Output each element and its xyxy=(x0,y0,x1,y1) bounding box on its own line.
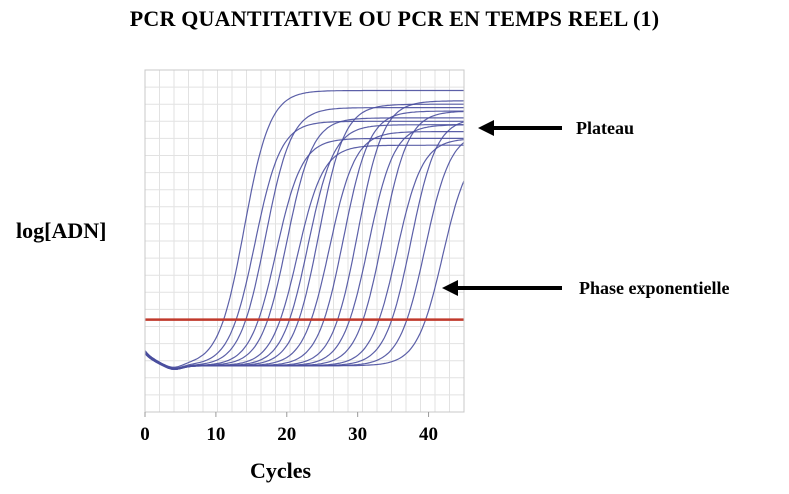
x-tick-label: 40 xyxy=(419,424,438,445)
x-tick-label: 0 xyxy=(140,424,150,445)
x-axis-label: Cycles xyxy=(250,458,312,483)
exponential-phase-label: Phase exponentielle xyxy=(579,278,730,298)
amplification-curve-s3 xyxy=(144,106,464,370)
plot-frame xyxy=(144,69,465,413)
amplification-curve-s17 xyxy=(144,180,465,371)
amplification-curve-s1 xyxy=(144,89,464,368)
plateau-arrow-head xyxy=(478,120,494,136)
y-axis-label: log[ADN] xyxy=(16,218,107,243)
annotation-arrows xyxy=(442,120,562,296)
amplification-curve-s2 xyxy=(144,120,464,369)
x-tick-label: 30 xyxy=(348,424,367,445)
amplification-curves xyxy=(144,89,465,371)
page-title: PCR QUANTITATIVE OU PCR EN TEMPS REEL (1… xyxy=(129,6,660,31)
x-tick-labels: 0 10 20 30 40 xyxy=(140,412,438,445)
x-tick-label: 10 xyxy=(206,424,225,445)
chart-axes xyxy=(144,69,465,413)
phase-arrow-head xyxy=(442,280,458,296)
plateau-label: Plateau xyxy=(576,118,634,138)
x-tick-label: 20 xyxy=(277,424,296,445)
